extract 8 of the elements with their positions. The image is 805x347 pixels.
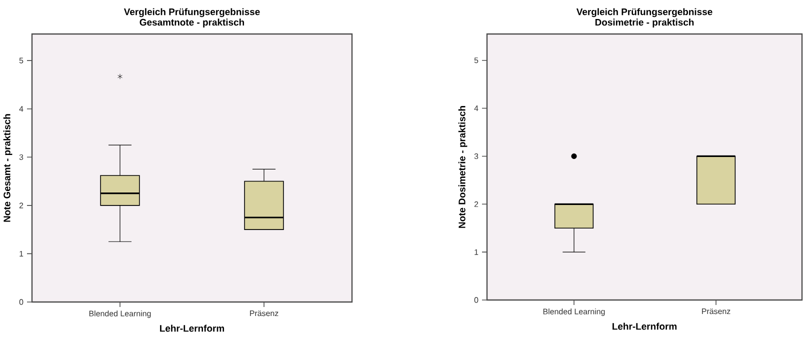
chart-title: Vergleich Prüfungsergebnisse [124, 8, 260, 18]
x-axis-title: Lehr-Lernform [612, 322, 677, 330]
chart-title: Vergleich Prüfungsergebnisse [576, 8, 712, 18]
chart-subtitle: Gesamtnote - praktisch [140, 18, 244, 28]
y-axis-title: Note Gesamt - praktisch [3, 114, 12, 222]
x-axis-title: Lehr-Lernform [160, 324, 224, 332]
y-axis-title: Note Dosimetrie - praktisch [458, 106, 468, 228]
chart-subtitle: Dosimetrie - praktisch [595, 18, 694, 28]
